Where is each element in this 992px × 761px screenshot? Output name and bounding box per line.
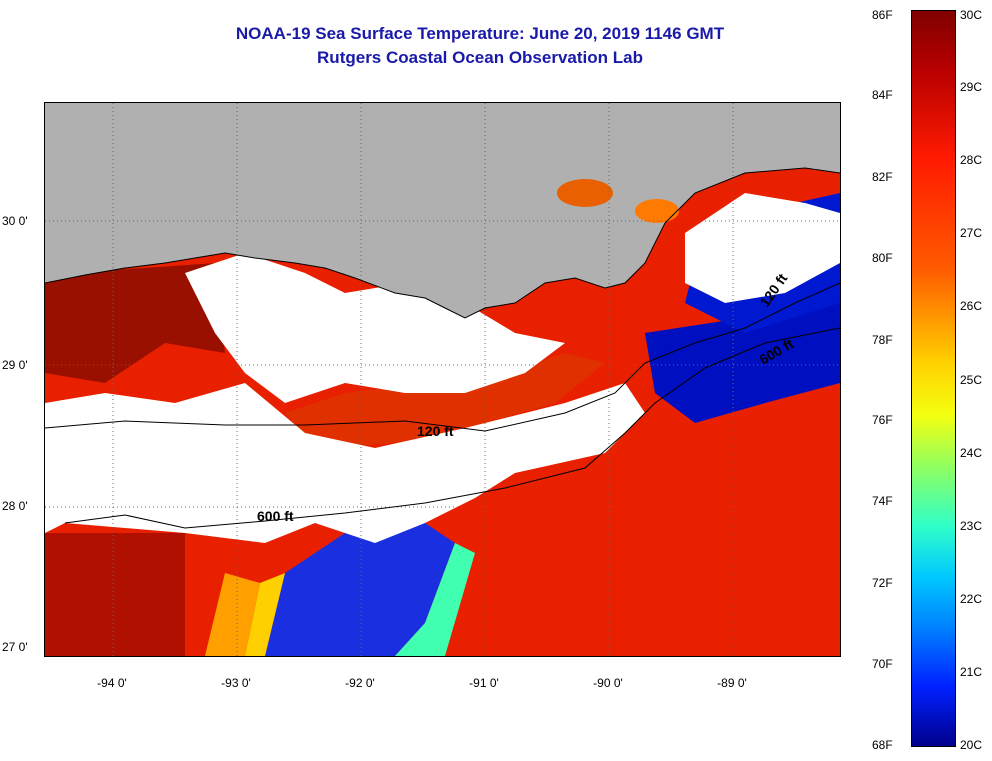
land-mass — [45, 103, 840, 318]
graticule — [45, 103, 840, 656]
central-shelf-patches — [285, 353, 605, 448]
lat-label-29: 29 0' — [2, 358, 28, 372]
southwest-dark-water — [45, 533, 185, 656]
lake-borgne — [635, 199, 679, 223]
lon-label-94: -94 0' — [97, 676, 127, 690]
temperature-colorbar — [911, 10, 956, 747]
lake-pontchartrain — [557, 179, 613, 207]
colorbar-f-76: 76F — [872, 413, 893, 427]
colorbar-c-29: 29C — [960, 80, 983, 94]
cool-water-fringe — [245, 573, 285, 656]
map-title: NOAA-19 Sea Surface Temperature: June 20… — [235, 24, 725, 43]
sst-map-canvas: 120 ft 600 ft 120 ft 600 ft — [45, 103, 840, 656]
east-cool-water — [645, 303, 840, 423]
colorbar-c-27: 27C — [960, 226, 983, 240]
lat-label-27: 27 0' — [2, 640, 28, 654]
colorbar-f-68: 68F — [872, 738, 893, 752]
isobath-600ft — [64, 327, 840, 529]
lat-label-30: 30 0' — [2, 214, 28, 228]
colorbar-c-26: 26C — [960, 299, 983, 313]
lon-label-92: -92 0' — [345, 676, 375, 690]
lon-label-91: -91 0' — [469, 676, 499, 690]
colorbar-c-30: 30C — [960, 8, 983, 22]
coastal-warm-patches — [45, 263, 225, 383]
colorbar-c-25: 25C — [960, 373, 983, 387]
colorbar-f-82: 82F — [872, 170, 893, 184]
colorbar-f-84: 84F — [872, 88, 893, 102]
colorbar-f-80: 80F — [872, 251, 893, 265]
map-subtitle: Rutgers Coastal Ocean Observation Lab — [317, 48, 643, 67]
colorbar-f-86: 86F — [872, 8, 893, 22]
lon-label-89: -89 0' — [717, 676, 747, 690]
colorbar-c-20: 20C — [960, 738, 983, 752]
lon-label-93: -93 0' — [221, 676, 251, 690]
colorbar-f-72: 72F — [872, 576, 893, 590]
isobath-120ft — [45, 282, 840, 432]
colorbar-f-74: 74F — [872, 494, 893, 508]
sst-map: 120 ft 600 ft 120 ft 600 ft — [44, 102, 841, 657]
lon-label-90: -90 0' — [593, 676, 623, 690]
colorbar-f-70: 70F — [872, 657, 893, 671]
central-cool-water — [265, 523, 455, 656]
colorbar-c-24: 24C — [960, 446, 983, 460]
yellow-band — [205, 573, 260, 656]
lat-label-28: 28 0' — [2, 499, 28, 513]
colorbar-c-23: 23C — [960, 519, 983, 533]
contour-label-600ft-central: 600 ft — [257, 508, 294, 524]
coastline — [45, 167, 840, 319]
cool-water-fringe-east — [395, 543, 475, 656]
colorbar-c-22: 22C — [960, 592, 983, 606]
cloud-cover-shelf — [45, 383, 645, 543]
colorbar-c-28: 28C — [960, 153, 983, 167]
colorbar-f-78: 78F — [872, 333, 893, 347]
colorbar-c-21: 21C — [960, 665, 983, 679]
contour-label-120ft-central: 120 ft — [417, 423, 454, 439]
